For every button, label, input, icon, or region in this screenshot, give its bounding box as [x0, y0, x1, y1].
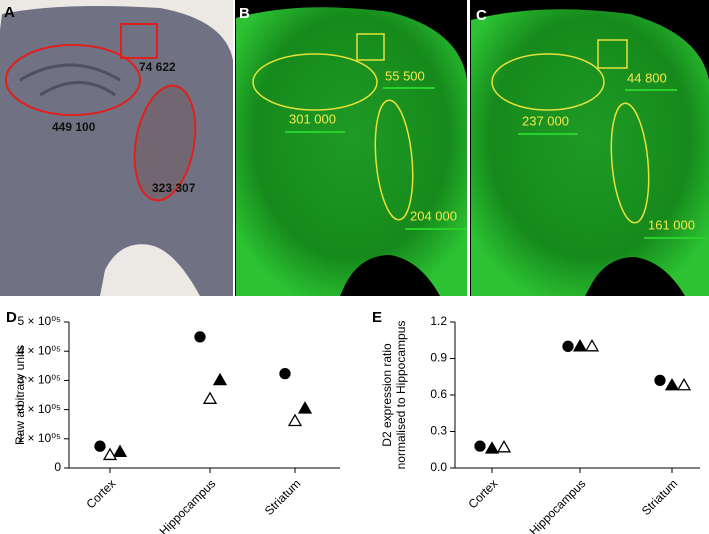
- roi-striatum: [374, 99, 414, 221]
- marker: [112, 444, 128, 457]
- marker: [562, 340, 574, 352]
- roi-hippocampus: [5, 44, 141, 116]
- panel-label: A: [4, 4, 15, 21]
- annotation: 449 100: [52, 120, 96, 134]
- annotation: 161 000: [648, 217, 695, 232]
- marker: [474, 440, 486, 452]
- hippocampus-structure: [19, 63, 121, 97]
- panel-c: C 44 800 237 000 161 000: [470, 0, 709, 296]
- annotation: 204 000: [410, 208, 457, 223]
- panel-label: B: [239, 5, 250, 22]
- y-tick-label: 0: [54, 460, 61, 474]
- x-tick-label: Striatum: [639, 476, 680, 517]
- y-axis-label: normalised to Hippocampus: [394, 321, 408, 470]
- marker: [94, 440, 106, 452]
- annotation: 44 800: [627, 70, 667, 85]
- x-tick-label: Cortex: [465, 476, 500, 511]
- x-tick-label: Striatum: [262, 476, 303, 517]
- marker: [102, 447, 118, 461]
- roi-striatum: [610, 102, 650, 224]
- y-tick-label: 3 × 10⁰⁵: [18, 373, 62, 387]
- y-axis-label: Raw arbitrary units: [13, 345, 27, 445]
- marker: [212, 372, 228, 386]
- marker: [484, 441, 500, 454]
- brain-section: [0, 6, 233, 296]
- roi-hippocampus: [491, 53, 605, 111]
- y-tick-label: 2 × 10⁰⁵: [18, 402, 62, 416]
- panel-a: A 74 622 449 100 323 307: [0, 0, 233, 296]
- marker: [572, 339, 588, 352]
- x-tick-label: Hippocampus: [527, 476, 589, 534]
- marker: [194, 331, 206, 343]
- roi-cortex: [120, 23, 158, 59]
- marker: [202, 391, 218, 404]
- y-tick-label: 1 × 10⁰⁵: [18, 431, 62, 445]
- annotation: 301 000: [289, 111, 336, 126]
- panel-label: C: [476, 7, 487, 24]
- roi-cortex: [597, 39, 628, 69]
- annotation: 74 622: [139, 60, 176, 74]
- marker: [287, 413, 303, 427]
- annotation: 237 000: [522, 113, 569, 128]
- roi-hippocampus: [252, 53, 378, 111]
- marker: [584, 339, 600, 352]
- y-tick-label: 0.3: [430, 424, 447, 438]
- y-tick-label: 0.0: [430, 460, 447, 474]
- panel-label: E: [372, 309, 382, 326]
- panel-b: B 55 500 301 000 204 000: [235, 0, 467, 296]
- brain-section: [236, 7, 467, 296]
- x-tick-label: Hippocampus: [157, 476, 219, 534]
- marker: [676, 377, 692, 391]
- annotation: 55 500: [385, 68, 425, 83]
- y-tick-label: 0.9: [430, 351, 447, 365]
- roi-striatum: [133, 84, 197, 202]
- roi-cortex: [356, 33, 385, 61]
- charts: D Raw arbitrary units 0 1 × 10⁰⁵ 2 × 10⁰⁵ 3 ×…: [6, 309, 700, 534]
- y-tick-label: 1.2: [430, 314, 447, 328]
- marker: [664, 377, 680, 391]
- y-axis-label: D2 expression ratio: [380, 343, 394, 447]
- y-tick-label: 4 × 10⁰⁵: [18, 343, 62, 357]
- annotation: 323 307: [152, 181, 196, 195]
- marker: [654, 374, 666, 387]
- y-tick-label: 5 × 10⁰⁵: [18, 314, 62, 328]
- marker: [496, 440, 512, 453]
- marker: [297, 401, 313, 414]
- x-tick-label: Cortex: [83, 476, 118, 511]
- panel-label: D: [6, 309, 17, 326]
- brain-section: [471, 9, 709, 296]
- y-tick-label: 0.6: [430, 387, 447, 401]
- marker: [279, 367, 291, 380]
